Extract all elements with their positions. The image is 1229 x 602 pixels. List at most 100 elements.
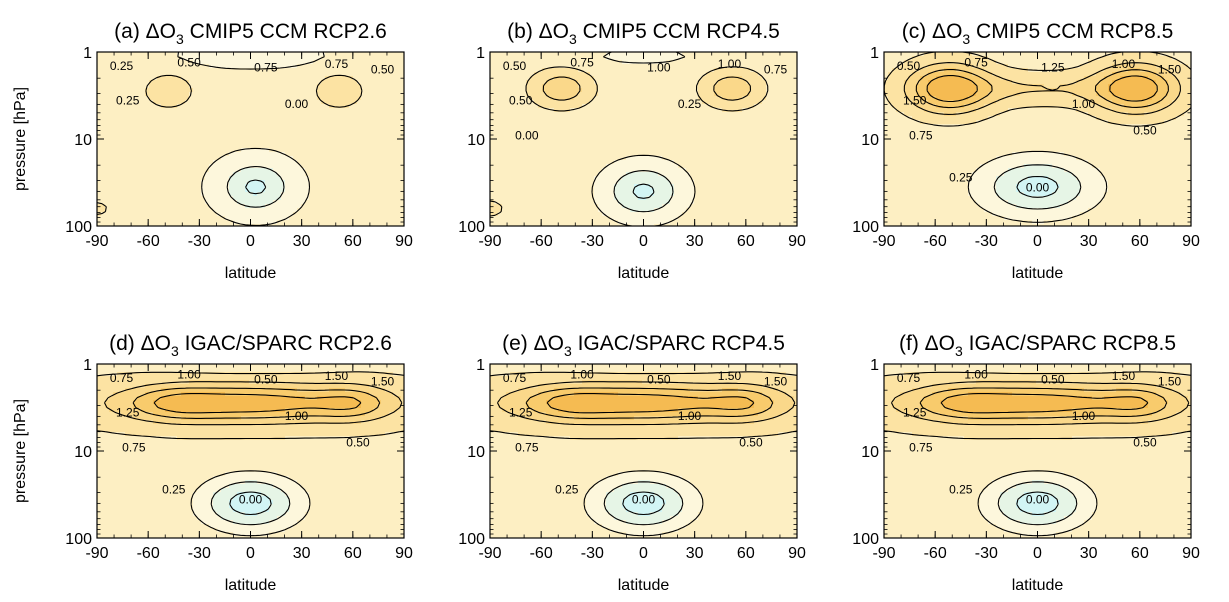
contour-label: 0.00 [1026,493,1050,507]
panel-f: 0.75 1.00 0.50 1.50 1.50 1.25 1.00 0.75 0.50 0.25… [852,332,1200,594]
x-tick-label: 60 [737,545,755,562]
contour-label: 0.50 [509,94,533,108]
x-tick-label: 30 [686,233,704,250]
contour-label: 0.25 [555,482,579,496]
contour-label: 0.50 [739,435,763,449]
x-tick-label: -90 [85,233,108,250]
contour-label: 1.50 [1158,62,1182,76]
contour-label: 0.25 [110,59,134,73]
x-tick-label: -60 [530,545,553,562]
y-tick-label: 100 [852,531,879,548]
filled-bands [490,52,797,226]
contour-label: 0.50 [346,435,370,449]
contour-label: 0.00 [1026,181,1050,195]
y-tick-label: 100 [852,219,879,236]
contour-label: 0.75 [964,55,988,69]
panel-title: (d) ΔO3 IGAC/SPARC RCP2.6 [109,332,392,359]
contour-label: 0.00 [632,493,656,507]
x-tick-label: -90 [85,545,108,562]
y-tick-label: 1 [476,357,485,374]
x-tick-label: -30 [975,545,998,562]
filled-bands [884,364,1191,538]
contour-label: 1.50 [1158,374,1182,388]
x-tick-label: 60 [1131,233,1149,250]
contour-label: 0.50 [503,59,527,73]
contour-label: 0.25 [162,482,186,496]
x-axis-label: latitude [225,577,277,594]
panel-b: 0.50 0.75 1.00 1.00 0.75 0.50 0.25 0.00 -90 -60 -3… [458,20,806,282]
panel-a: 0.25 0.50 0.75 0.75 0.50 0.25 0.00 -90 -60 -30 0 30… [12,20,413,282]
x-tick-label: -90 [872,233,895,250]
contour-label: 1.50 [718,369,742,383]
contour-label: 0.75 [570,55,594,69]
contour-label: 1.00 [177,367,201,381]
x-tick-label: 30 [1080,545,1098,562]
x-tick-label: 0 [639,545,648,562]
x-tick-label: 90 [395,545,413,562]
x-tick-label: 60 [344,233,362,250]
contour-label: 0.50 [1133,123,1157,137]
contour-label: 1.50 [1112,369,1136,383]
contour-lines [884,371,1191,537]
contour-label: 1.00 [1072,97,1096,111]
contour-label: 1.00 [570,367,594,381]
x-tick-label: 90 [788,545,806,562]
x-tick-label: -30 [188,545,211,562]
x-tick-label: 90 [395,233,413,250]
y-tick-label: 10 [861,132,879,149]
y-tick-label: 10 [467,132,485,149]
x-tick-label: -60 [137,545,160,562]
y-tick-label: 10 [74,132,92,149]
x-tick-label: 30 [293,233,311,250]
x-tick-label: -60 [924,233,947,250]
contour-label: 1.00 [718,57,742,71]
x-tick-label: 90 [788,233,806,250]
panel-c: 0.50 0.75 1.25 1.00 1.50 1.50 1.00 0.75 0.50 0.25… [852,20,1200,282]
contour-label: 1.00 [964,367,988,381]
x-tick-label: 60 [344,545,362,562]
x-tick-label: 0 [246,545,255,562]
y-tick-label: 10 [861,444,879,461]
x-tick-label: -30 [581,233,604,250]
panel-e: 0.75 1.00 0.50 1.50 1.50 1.25 1.00 0.75 0.50 0.25… [458,332,806,594]
x-tick-label: -60 [137,233,160,250]
contour-label: 0.25 [949,482,973,496]
contour-label: 1.00 [1112,57,1136,71]
contour-label: 1.25 [1041,61,1065,75]
x-tick-label: 90 [1182,233,1200,250]
contour-lines [490,52,769,226]
contour-lines [884,52,1191,223]
x-tick-label: -30 [188,233,211,250]
panel-title: (e) ΔO3 IGAC/SPARC RCP4.5 [502,332,785,359]
filled-bands [884,52,1191,226]
contour-label: 1.00 [1072,409,1096,423]
x-tick-label: -90 [872,545,895,562]
contour-lines [97,371,404,537]
x-tick-label: 90 [1182,545,1200,562]
panel-title: (b) ΔO3 CMIP5 CCM RCP4.5 [507,20,780,47]
contour-label: 0.75 [515,441,539,455]
contour-label: 0.25 [116,94,140,108]
x-axis-label: latitude [1012,577,1064,594]
x-tick-label: 30 [293,545,311,562]
contour-label: 0.75 [503,371,527,385]
y-tick-label: 100 [458,531,485,548]
y-tick-label: 1 [870,357,879,374]
x-axis-label: latitude [225,265,277,282]
contour-label: 1.50 [764,374,788,388]
y-tick-label: 1 [870,45,879,62]
contour-label: 1.00 [647,61,671,75]
panel-title: (f) ΔO3 IGAC/SPARC RCP8.5 [899,332,1176,359]
x-axis-label: latitude [618,265,670,282]
x-tick-label: 0 [1033,233,1042,250]
contour-label: 0.50 [647,373,671,387]
y-tick-label: 1 [83,45,92,62]
x-tick-label: 0 [246,233,255,250]
contour-label: 0.50 [177,55,201,69]
contour-label: 0.50 [254,373,278,387]
contour-label: 0.75 [325,57,349,71]
x-tick-label: 30 [686,545,704,562]
contour-label: 1.25 [116,406,140,420]
y-tick-label: 1 [476,45,485,62]
